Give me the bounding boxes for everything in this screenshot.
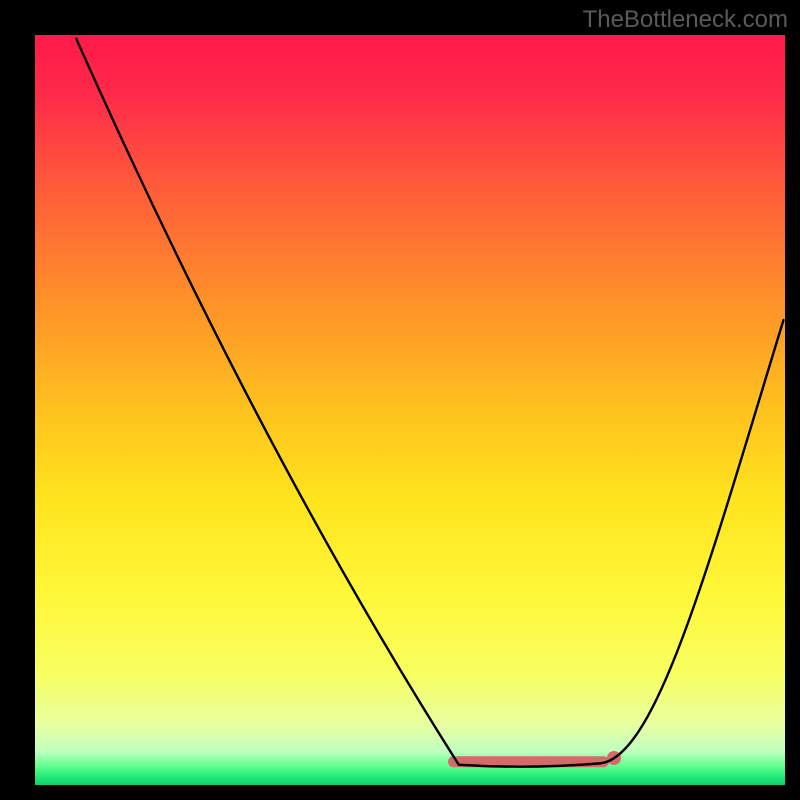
bottleneck-curve: [35, 35, 785, 785]
v-curve-path: [76, 39, 783, 767]
chart-container: TheBottleneck.com: [0, 0, 800, 800]
watermark-text: TheBottleneck.com: [583, 6, 788, 34]
plot-area: [35, 35, 785, 785]
